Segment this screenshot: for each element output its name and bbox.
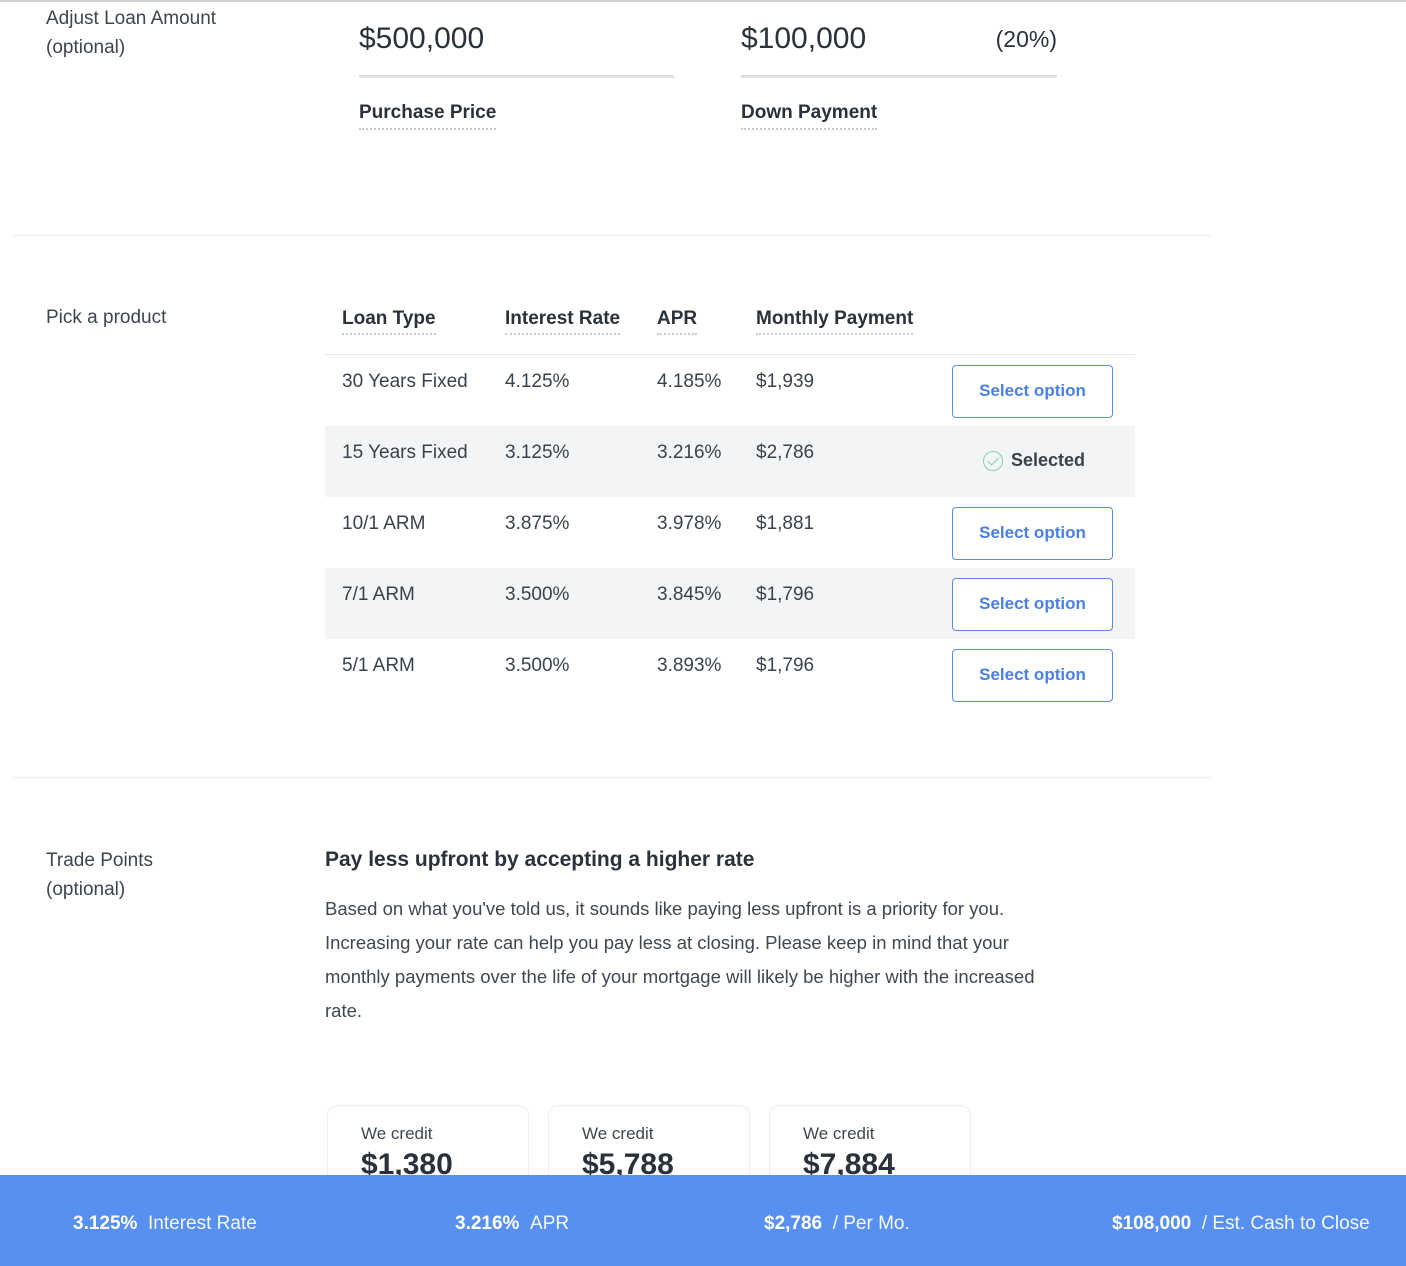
label-line: Adjust Loan Amount: [46, 8, 217, 29]
purchase-price-input[interactable]: $500,000: [359, 0, 674, 78]
label: APR: [530, 1213, 570, 1234]
interest-rate: 3.500%: [505, 655, 570, 676]
adjust-loan-label: Adjust Loan Amount (optional): [46, 4, 216, 62]
interest-rate: 3.500%: [505, 584, 570, 605]
credit-label: We credit: [803, 1124, 875, 1143]
value: $2,786: [764, 1213, 823, 1234]
label: / Per Mo.: [832, 1213, 910, 1234]
check-circle-icon: [983, 450, 1003, 471]
selected-label: Selected: [1011, 450, 1086, 470]
summary-bar: 3.125% Interest Rate 3.216% APR $2,786 /…: [0, 1175, 1406, 1266]
summary-apr: 3.216% APR: [455, 1213, 569, 1235]
interest-rate: 3.875%: [505, 513, 570, 534]
down-payment-value: $100,000: [741, 22, 867, 55]
product-table: 30 Years Fixed 4.125% 4.185% $1,939 Sele…: [325, 354, 1135, 710]
table-row: 7/1 ARM 3.500% 3.845% $1,796 Select opti…: [325, 568, 1135, 639]
header-interest-rate[interactable]: Interest Rate: [505, 308, 621, 335]
interest-rate: 3.125%: [505, 442, 570, 463]
credit-label: We credit: [361, 1124, 433, 1143]
down-payment-percent: (20%): [995, 26, 1057, 52]
header-loan-type[interactable]: Loan Type: [342, 308, 436, 335]
label-line: (optional): [46, 879, 126, 900]
down-payment-input[interactable]: $100,000 (20%): [741, 0, 1057, 78]
monthly-payment: $1,939: [756, 371, 815, 392]
down-payment-label[interactable]: Down Payment: [741, 102, 878, 130]
credit-label: We credit: [582, 1124, 654, 1143]
section-divider: [12, 777, 1212, 778]
purchase-price-label: Purchase Price: [359, 102, 497, 130]
label-line: Trade Points: [46, 850, 154, 871]
loan-type: 15 Years Fixed: [342, 442, 468, 463]
loan-type: 30 Years Fixed: [342, 371, 468, 392]
table-row: 5/1 ARM 3.500% 3.893% $1,796 Select opti…: [325, 639, 1135, 710]
apr: 3.893%: [657, 655, 722, 676]
label: / Est. Cash to Close: [1201, 1213, 1370, 1234]
purchase-price-value: $500,000: [359, 22, 485, 55]
loan-type: 5/1 ARM: [342, 655, 415, 676]
summary-monthly-payment: $2,786 / Per Mo.: [764, 1213, 910, 1235]
loan-type: 10/1 ARM: [342, 513, 426, 534]
interest-rate: 4.125%: [505, 371, 570, 392]
select-option-button[interactable]: Select option: [952, 578, 1113, 631]
select-option-button[interactable]: Select option: [952, 649, 1113, 702]
pick-product-label: Pick a product: [46, 307, 167, 328]
monthly-payment: $1,881: [756, 513, 815, 534]
table-row: 10/1 ARM 3.875% 3.978% $1,881 Select opt…: [325, 497, 1135, 568]
value: $108,000: [1112, 1213, 1192, 1234]
label: Interest Rate: [148, 1213, 257, 1234]
header-monthly-payment[interactable]: Monthly Payment: [756, 308, 914, 335]
apr: 3.216%: [657, 442, 722, 463]
selected-indicator: Selected: [983, 450, 1085, 471]
summary-cash-to-close: $108,000 / Est. Cash to Close: [1112, 1213, 1370, 1235]
apr: 3.845%: [657, 584, 722, 605]
select-option-button[interactable]: Select option: [952, 507, 1113, 560]
label-line: (optional): [46, 37, 126, 58]
header-apr[interactable]: APR: [657, 308, 698, 335]
table-row-selected: 15 Years Fixed 3.125% 3.216% $2,786 Sele…: [325, 426, 1135, 497]
table-row: 30 Years Fixed 4.125% 4.185% $1,939 Sele…: [325, 355, 1135, 426]
apr: 3.978%: [657, 513, 722, 534]
monthly-payment: $1,796: [756, 655, 815, 676]
loan-type: 7/1 ARM: [342, 584, 415, 605]
monthly-payment: $2,786: [756, 442, 815, 463]
apr: 4.185%: [657, 371, 722, 392]
summary-interest-rate: 3.125% Interest Rate: [73, 1213, 257, 1235]
trade-heading: Pay less upfront by accepting a higher r…: [325, 848, 755, 871]
value: 3.125%: [73, 1213, 138, 1234]
trade-points-label: Trade Points (optional): [46, 846, 153, 904]
section-divider: [12, 235, 1212, 236]
monthly-payment: $1,796: [756, 584, 815, 605]
top-border: [0, 0, 1406, 2]
select-option-button[interactable]: Select option: [952, 365, 1113, 418]
value: 3.216%: [455, 1213, 520, 1234]
trade-description: Based on what you've told us, it sounds …: [325, 898, 1035, 1021]
